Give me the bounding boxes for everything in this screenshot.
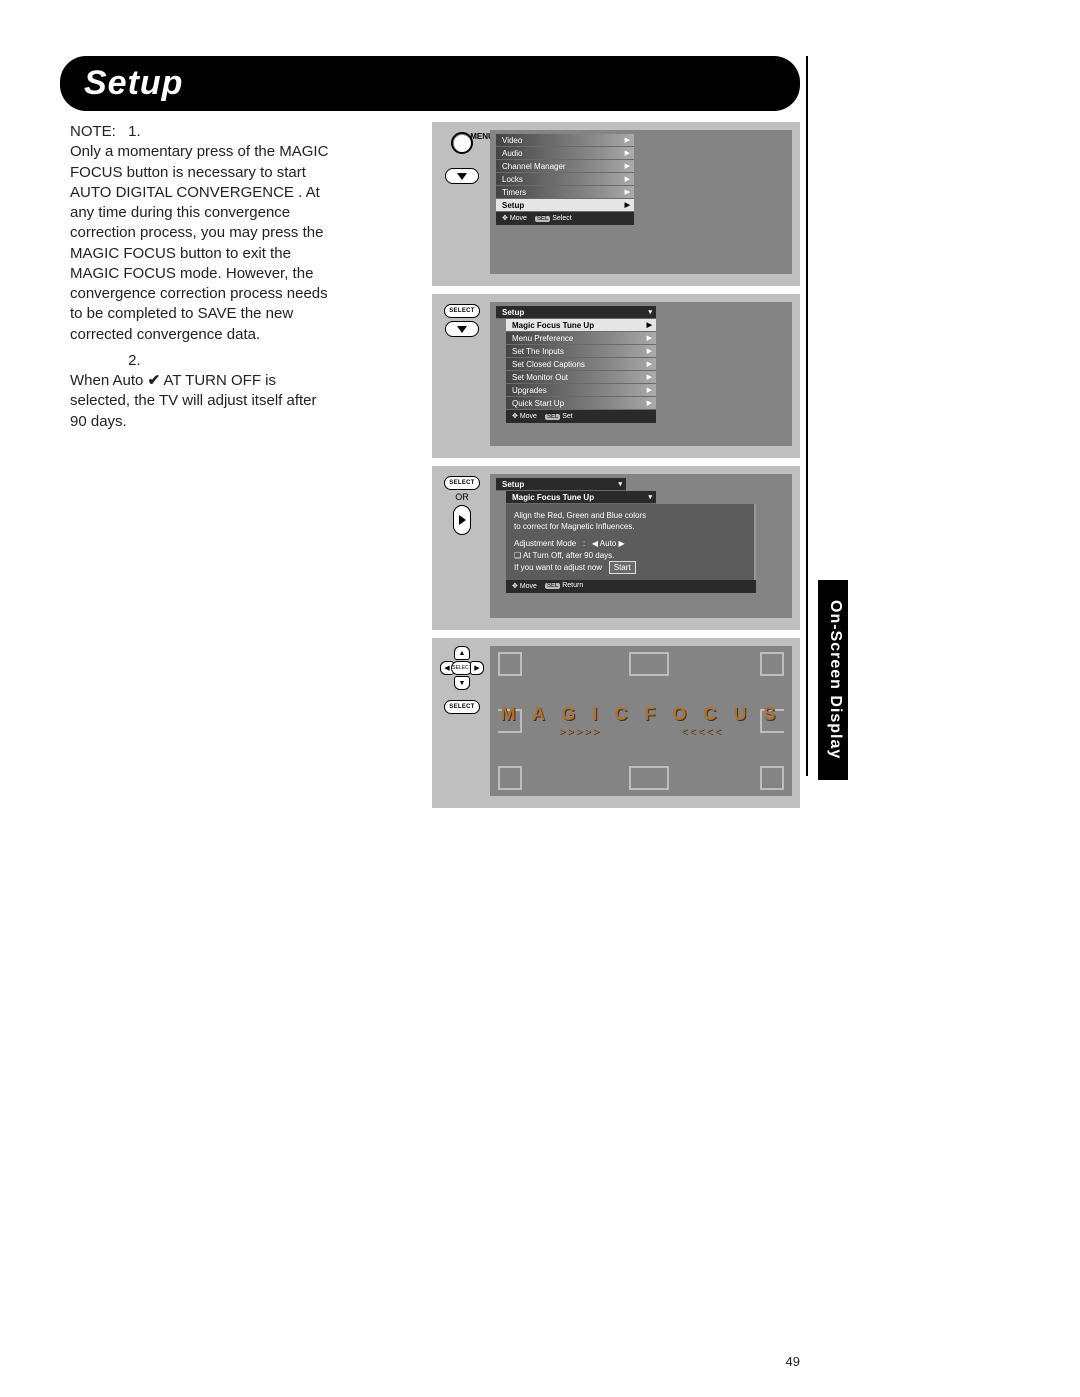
submenu-item: Set The Inputs▶ — [506, 345, 656, 358]
submenu-item: Menu Preference▶ — [506, 332, 656, 345]
divider — [806, 56, 808, 776]
note-1-num: 1. — [128, 122, 146, 142]
step-panel-2: SELECT Setup▾ Magic Focus Tune Up▶ Menu … — [432, 294, 800, 458]
info-panel: Align the Red, Green and Blue colors to … — [506, 504, 756, 580]
menu-item: Video▶ — [496, 134, 634, 147]
magic-focus-arrows: >>>>><<<<< — [490, 726, 792, 738]
osd-screen-1: Video▶ Audio▶ Channel Manager▶ Locks▶ Ti… — [490, 130, 792, 274]
check-icon: ✔ — [148, 372, 161, 389]
submenu-item-selected: Magic Focus Tune Up▶ — [506, 319, 656, 332]
select-button-icon: SELECT — [444, 476, 480, 490]
submenu-item: Upgrades▶ — [506, 384, 656, 397]
dpad-icon: ▲ ◀ SELECT ▶ ▼ — [440, 646, 484, 690]
submenu-head: Magic Focus Tune Up▾ — [506, 491, 656, 504]
select-button-icon: SELECT — [444, 700, 480, 714]
menu-item: Channel Manager▶ — [496, 160, 634, 173]
hint-bar: ✥ Move SEL Set — [506, 410, 656, 423]
hint-bar: ✥ Move SEL Select — [496, 212, 634, 225]
submenu-item: Set Monitor Out▶ — [506, 371, 656, 384]
page-title: Setup — [60, 56, 800, 111]
step-panel-4: ▲ ◀ SELECT ▶ ▼ SELECT M A G I C F O C U … — [432, 638, 800, 808]
note-block: NOTE: 1. Only a momentary press of the M… — [70, 122, 410, 432]
select-button-icon: SELECT — [444, 304, 480, 318]
menu-item: Audio▶ — [496, 147, 634, 160]
submenu-item: Quick Start Up▶ — [506, 397, 656, 410]
osd-screen-4: M A G I C F O C U S >>>>><<<<< — [490, 646, 792, 796]
down-button-icon — [445, 321, 479, 337]
right-button-icon — [453, 505, 471, 535]
submenu-item: Set Closed Captions▶ — [506, 358, 656, 371]
menu-head: Setup▾ — [496, 306, 656, 319]
step-panel-3: SELECT OR Setup▾ Magic Focus Tune Up▾ Al… — [432, 466, 800, 630]
hint-bar: ✥ Move SEL Return — [506, 580, 756, 593]
note-2-num: 2. — [128, 351, 146, 371]
menu-head: Setup▾ — [496, 478, 626, 491]
down-button-icon — [445, 168, 479, 184]
step-panel-1: MENU Video▶ Audio▶ Channel Manager▶ Lock… — [432, 122, 800, 286]
osd-screen-3: Setup▾ Magic Focus Tune Up▾ Align the Re… — [490, 474, 792, 618]
section-tab: On-Screen Display — [818, 580, 848, 780]
note-1-text: Only a momentary press of the MAGIC FOCU… — [70, 142, 330, 345]
menu-item: Timers▶ — [496, 186, 634, 199]
start-button[interactable]: Start — [609, 561, 636, 574]
menu-item: Locks▶ — [496, 173, 634, 186]
or-label: OR — [438, 492, 486, 502]
page-number: 49 — [786, 1354, 800, 1369]
osd-screen-2: Setup▾ Magic Focus Tune Up▶ Menu Prefere… — [490, 302, 792, 446]
menu-item-selected: Setup▶ — [496, 199, 634, 212]
note-2-text: When Auto ✔ AT TURN OFF is selected, the… — [70, 371, 330, 432]
magic-focus-title: M A G I C F O C U S — [490, 704, 792, 725]
note-label: NOTE: — [70, 122, 124, 142]
